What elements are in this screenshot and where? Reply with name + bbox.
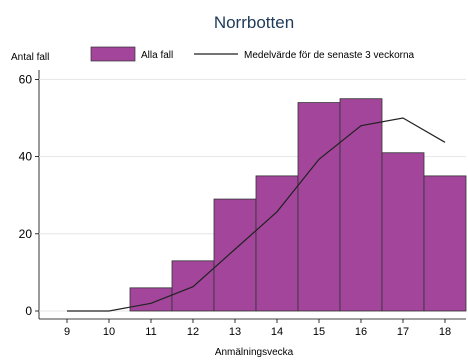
y-ticks: 0 20 40 60 <box>19 72 39 318</box>
y-tick-label-0: 0 <box>25 304 32 318</box>
average-line-path <box>67 117 446 312</box>
bar-week-14 <box>255 175 299 312</box>
bar-week-11 <box>129 287 173 312</box>
x-tick-label-17: 17 <box>397 326 409 338</box>
plot-area <box>38 70 466 320</box>
y-tick-label-60: 60 <box>19 72 33 86</box>
legend: Alla fall Medelvärde för de senaste 3 ve… <box>90 46 415 62</box>
x-tick-label-14: 14 <box>271 326 283 338</box>
y-axis-label: Antal fall <box>11 52 49 63</box>
x-ticks: 9 10 11 12 13 14 15 16 17 18 <box>64 319 451 338</box>
x-tick-label-10: 10 <box>103 326 115 338</box>
legend-label-bars: Alla fall <box>141 50 173 61</box>
x-tick-label-11: 11 <box>145 326 156 338</box>
x-tick-label-12: 12 <box>187 326 199 338</box>
bars <box>129 98 467 312</box>
bar-week-18 <box>423 175 467 312</box>
average-line <box>67 117 446 312</box>
x-tick-label-15: 15 <box>313 326 325 338</box>
bar-week-13 <box>213 198 257 312</box>
y-tick-label-40: 40 <box>19 150 33 164</box>
x-tick-label-13: 13 <box>229 326 241 338</box>
x-axis-label: Anmälningsvecka <box>215 347 294 358</box>
bar-week-17 <box>381 152 425 312</box>
legend-label-line: Medelvärde för de senaste 3 veckorna <box>244 50 415 61</box>
y-tick-label-20: 20 <box>19 227 33 241</box>
x-tick-label-16: 16 <box>355 326 367 338</box>
chart-title: Norrbotten <box>214 13 294 32</box>
legend-swatch-bars <box>90 46 136 62</box>
bar-week-16 <box>339 98 383 312</box>
x-tick-label-18: 18 <box>439 326 451 338</box>
x-tick-label-9: 9 <box>64 326 70 338</box>
bar-week-15 <box>297 102 341 312</box>
